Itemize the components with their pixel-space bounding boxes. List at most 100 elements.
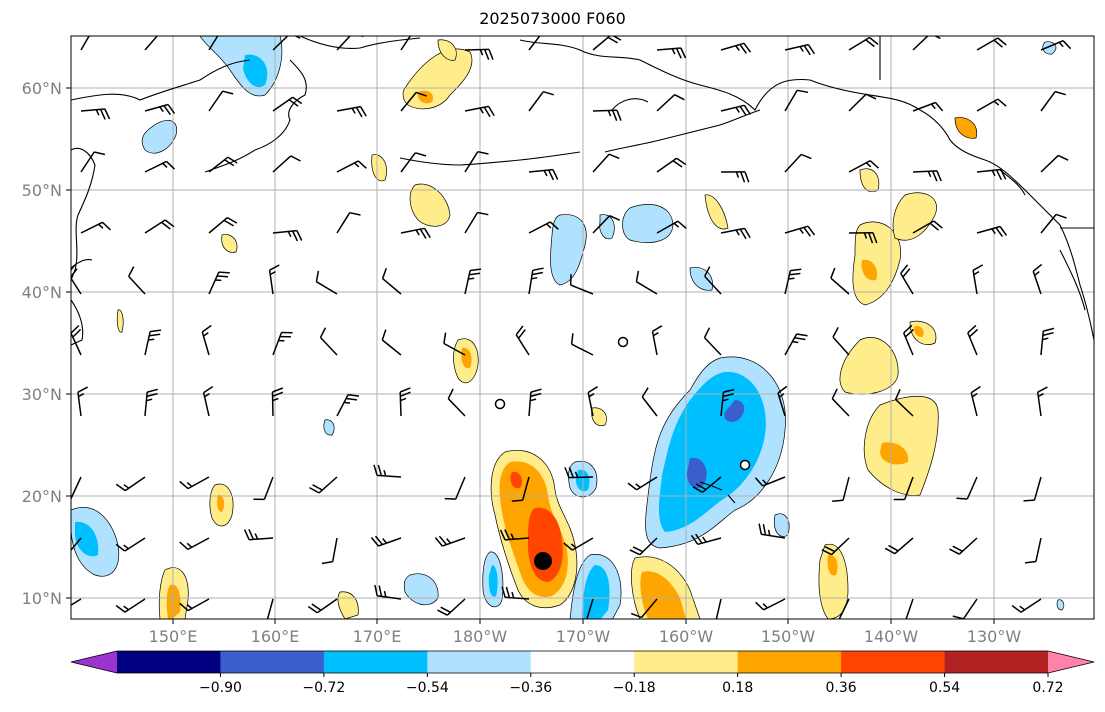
pos-region-east1-core xyxy=(880,442,909,465)
wind-barb xyxy=(309,476,338,494)
wind-barb xyxy=(1023,476,1042,502)
wind-barb xyxy=(144,388,158,417)
colorbar-segment xyxy=(841,651,946,673)
pos-region-n3 xyxy=(437,39,457,61)
wind-barb xyxy=(434,535,466,547)
colorbar-extend-min xyxy=(71,651,117,673)
colorbar-segment xyxy=(944,651,1049,673)
coast-okhotsk xyxy=(71,299,84,346)
wind-barb xyxy=(208,156,238,173)
wind-barb xyxy=(71,324,82,356)
wind-barb xyxy=(703,327,722,356)
wind-barb xyxy=(976,225,1008,238)
wind-barb xyxy=(656,157,687,173)
colorbar-segment xyxy=(427,651,532,673)
wind-barb xyxy=(315,270,338,295)
wind-barb xyxy=(272,96,303,112)
wind-barb xyxy=(499,529,530,541)
pos-region-se-core xyxy=(827,554,838,576)
wind-barb xyxy=(144,160,176,173)
colorbar-tick-label: −0.72 xyxy=(302,680,345,696)
pos-region-east4 xyxy=(892,192,937,241)
wind-barb xyxy=(115,537,146,552)
lon-label: 180°W xyxy=(453,627,508,646)
wind-barb xyxy=(268,264,280,295)
coast-kamchatka xyxy=(71,147,96,281)
wind-barb xyxy=(592,36,622,51)
wind-barb xyxy=(208,271,230,295)
coast-alaska-north xyxy=(299,36,421,49)
wind-barb xyxy=(848,232,878,244)
positive-contours xyxy=(116,39,978,619)
wind-barb xyxy=(253,476,274,501)
wind-barb xyxy=(629,537,658,556)
wind-barb xyxy=(564,467,594,479)
colorbar-segment xyxy=(323,651,428,673)
wind-barb xyxy=(755,598,786,611)
neg-region-south2-mid xyxy=(488,565,498,597)
wind-barb xyxy=(179,537,210,551)
wind-barb xyxy=(1032,263,1043,295)
wind-barb xyxy=(373,464,402,478)
colorbar-segment xyxy=(530,651,635,673)
lat-label: 20°N xyxy=(22,487,62,506)
wind-barb xyxy=(848,160,879,173)
wind-barb xyxy=(592,153,620,173)
pos-region-main-core2 xyxy=(510,471,523,489)
pos-region-n4 xyxy=(371,154,387,182)
colorbar-tick-label: −0.90 xyxy=(199,680,242,696)
colorbar-tick-label: 0.54 xyxy=(929,680,960,696)
wind-barb xyxy=(570,333,594,356)
colorbar-tick-label: −0.18 xyxy=(613,680,656,696)
pos-region-south-mid xyxy=(640,571,686,619)
wind-barb xyxy=(569,274,594,295)
wind-barb xyxy=(821,537,850,556)
wind-barb xyxy=(949,537,978,555)
wind-barb xyxy=(1011,598,1042,613)
coast-alaska-west xyxy=(204,59,307,173)
wind-barb xyxy=(501,586,530,600)
wind-barb xyxy=(831,388,850,417)
wind-barb xyxy=(630,598,658,619)
wind-barb xyxy=(656,220,687,234)
calm-marker-3 xyxy=(739,459,751,471)
pos-region-small4 xyxy=(954,117,978,139)
neg-region-west-core xyxy=(75,521,99,557)
lat-labels: 60°N 50°N 40°N 30°N 20°N 10°N xyxy=(22,79,62,608)
pos-region-n6 xyxy=(221,234,238,253)
wind-barb xyxy=(464,150,489,173)
wind-barb xyxy=(266,598,274,619)
pos-region-west1-core xyxy=(166,584,181,619)
wind-barb xyxy=(71,537,82,552)
coast-aleutians xyxy=(604,109,761,153)
wind-barb xyxy=(443,332,466,356)
coast-alaska-south xyxy=(519,39,701,86)
lat-label: 10°N xyxy=(22,589,62,608)
wind-barb xyxy=(1040,327,1055,356)
wind-barb xyxy=(848,93,877,112)
wind-barb xyxy=(627,476,658,491)
lat-label: 50°N xyxy=(22,181,62,200)
wind-barb xyxy=(528,221,559,234)
wind-barb xyxy=(243,528,274,541)
coast-bering-islands xyxy=(611,98,649,111)
wind-barb xyxy=(208,216,238,234)
wind-barb xyxy=(80,108,111,120)
wind-barb xyxy=(381,268,402,295)
coast-us-west xyxy=(1059,249,1086,311)
neg-region-alaska-core xyxy=(243,54,268,88)
wind-barb xyxy=(1040,90,1067,112)
wind-barb xyxy=(447,388,466,417)
lon-label: 160°E xyxy=(251,627,300,646)
wind-barb xyxy=(830,267,850,295)
wind-barb xyxy=(720,388,735,417)
wind-barb xyxy=(374,584,402,600)
neg-region-central-core1 xyxy=(724,400,745,423)
wind-barb xyxy=(272,155,301,173)
wind-barb xyxy=(956,476,978,500)
wind-barb xyxy=(128,266,146,295)
wind-barb xyxy=(912,170,942,182)
wind-barb xyxy=(758,523,786,539)
wind-barb xyxy=(80,151,106,173)
